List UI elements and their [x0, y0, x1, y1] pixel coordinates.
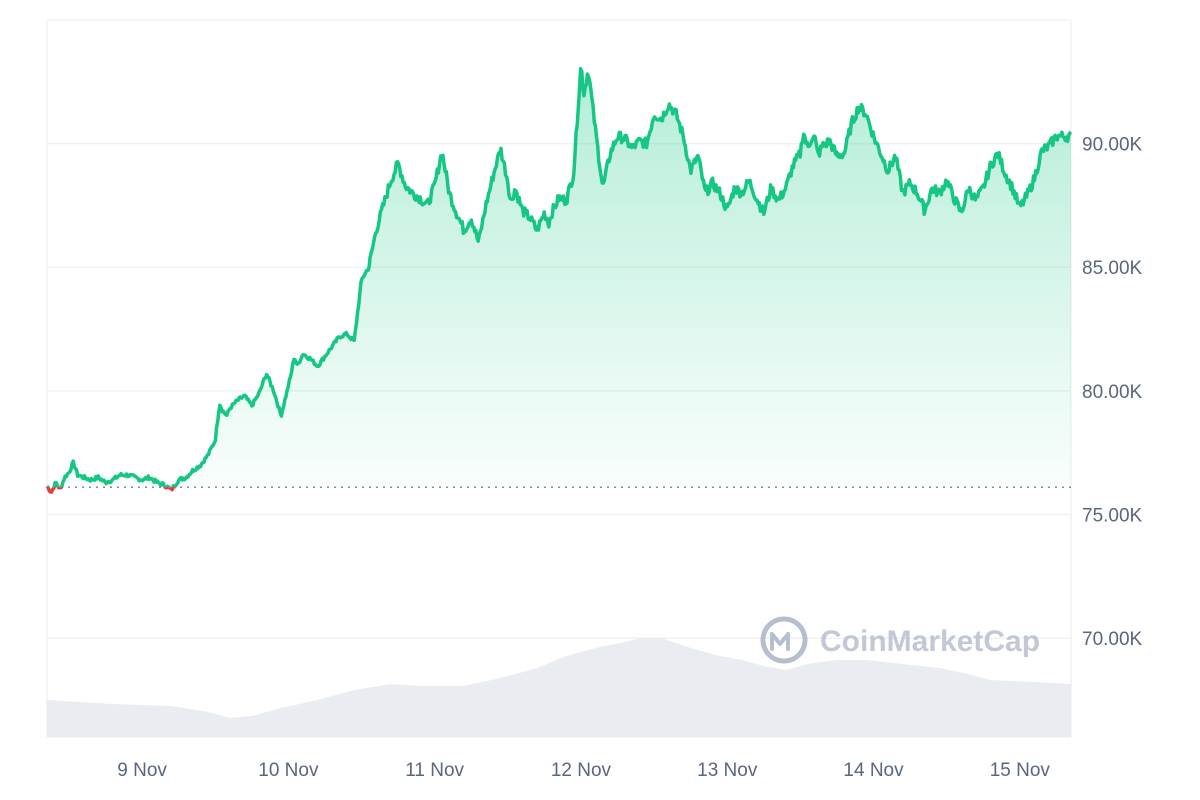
x-tick-label: 15 Nov	[990, 760, 1051, 781]
x-tick-label: 13 Nov	[697, 760, 758, 781]
y-axis: 70.00K 75.00K 80.00K 85.00K 90.00K	[1082, 135, 1143, 650]
x-tick-label: 11 Nov	[405, 760, 464, 781]
y-tick-label: 80.00K	[1082, 382, 1143, 403]
price-area	[47, 68, 1071, 488]
x-tick-label: 12 Nov	[551, 760, 612, 781]
y-tick-label: 70.00K	[1082, 629, 1143, 650]
y-tick-label: 75.00K	[1082, 505, 1143, 526]
y-tick-label: 85.00K	[1082, 258, 1143, 279]
x-tick-label: 14 Nov	[843, 760, 904, 781]
x-tick-label: 9 Nov	[117, 760, 167, 781]
volume-area	[47, 638, 1071, 737]
x-axis: 9 Nov 10 Nov 11 Nov 12 Nov 13 Nov 14 Nov 15 No…	[117, 760, 1050, 781]
y-tick-label: 90.00K	[1082, 135, 1143, 156]
x-tick-label: 10 Nov	[258, 760, 319, 781]
price-line-above-baseline	[45, 66, 1073, 488]
watermark-text: CoinMarketCap	[820, 625, 1040, 658]
watermark: CoinMarketCap	[760, 616, 1040, 664]
coinmarketcap-logo-icon	[760, 616, 808, 664]
